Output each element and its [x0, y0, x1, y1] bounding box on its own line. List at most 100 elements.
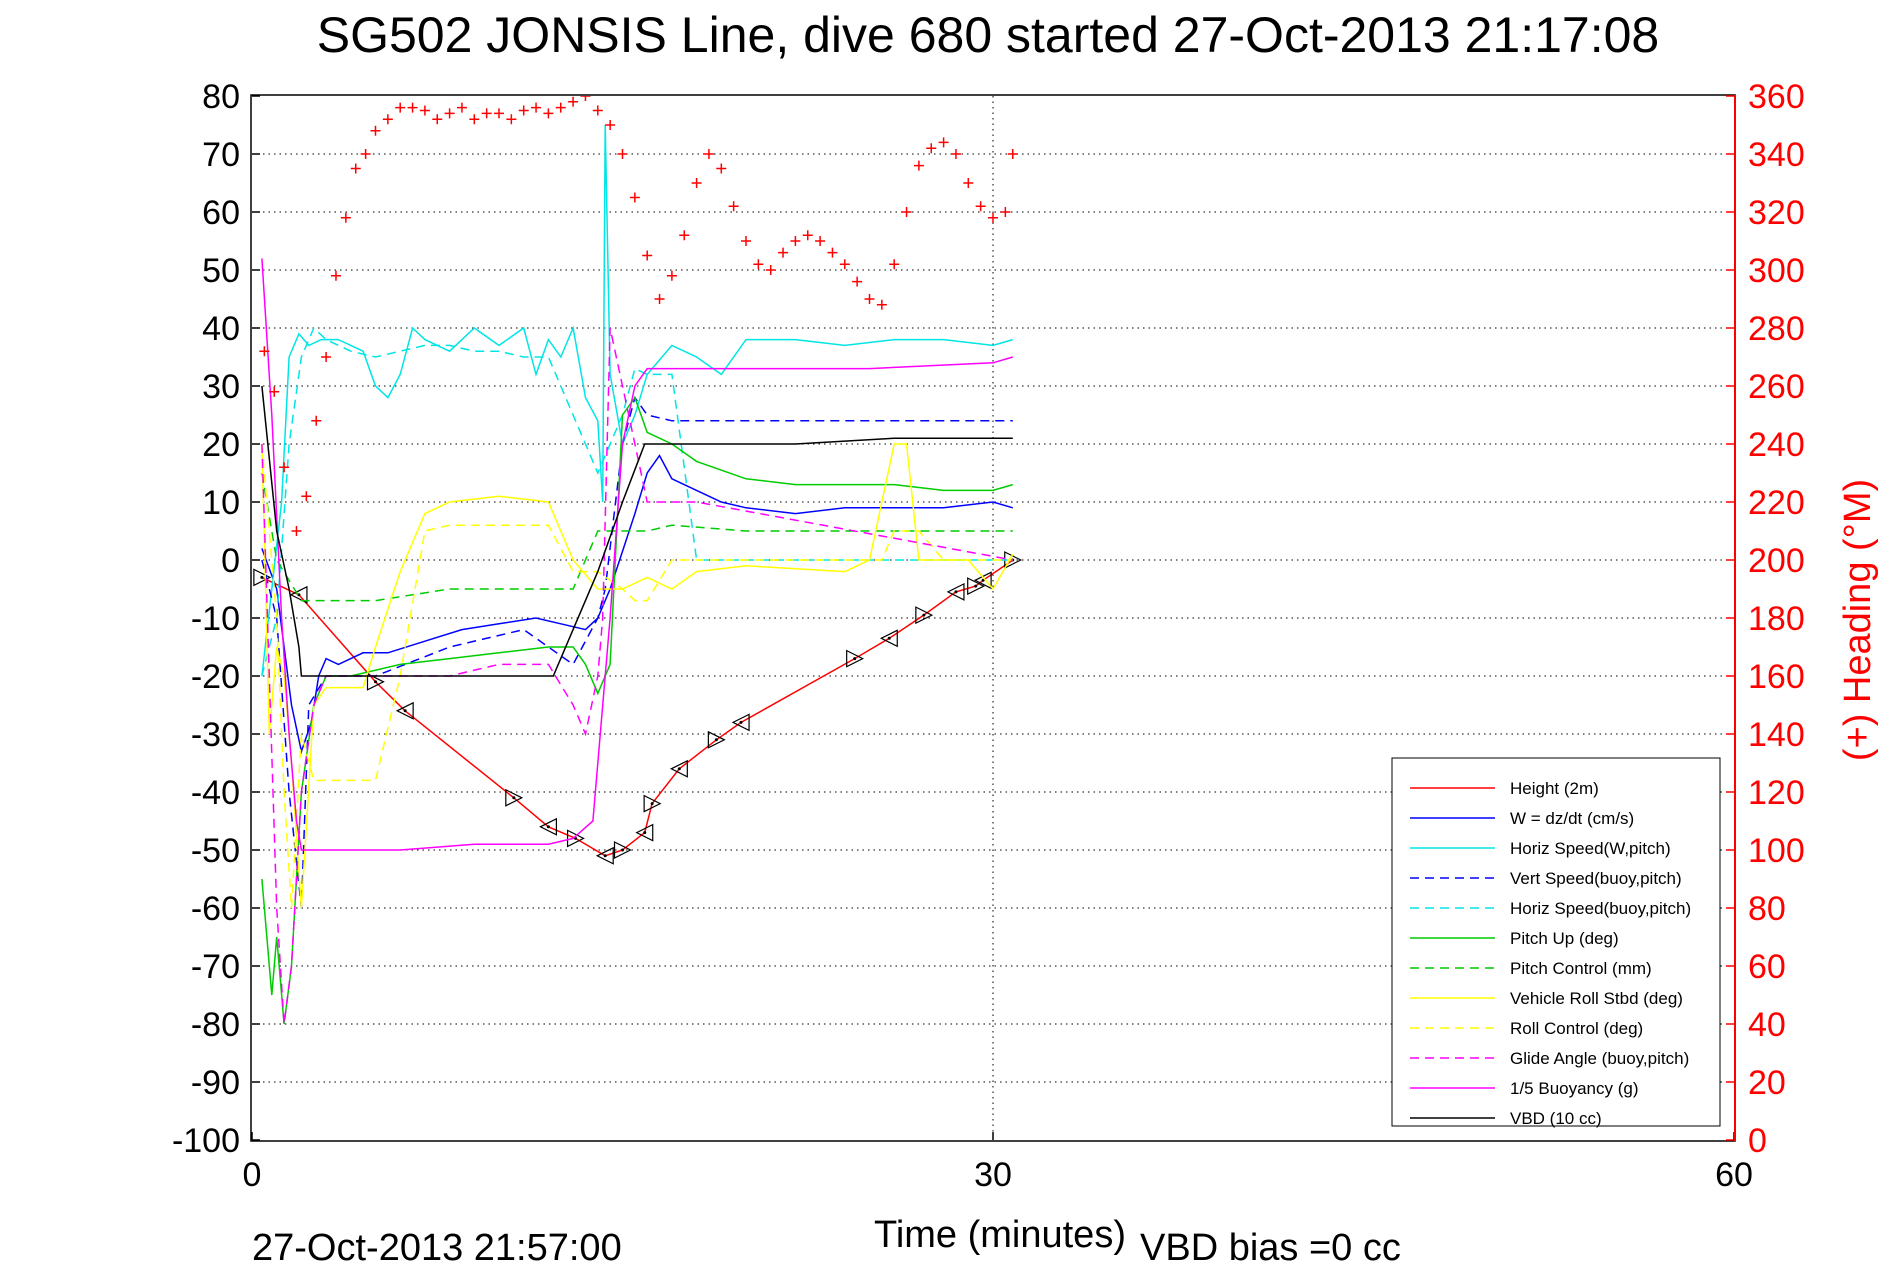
height-marker-dot [974, 584, 978, 588]
y-right-tick-label: 60 [1748, 948, 1786, 986]
y-tick-label: -10 [191, 600, 240, 638]
height-marker-dot [954, 590, 958, 594]
height-marker [946, 582, 965, 601]
height-marker-dot [643, 831, 647, 835]
heading-marker [311, 415, 322, 426]
height-marker [366, 672, 385, 691]
legend-entry-label: 1/5 Buoyancy (g) [1510, 1079, 1639, 1098]
x-tick-label: 30 [974, 1156, 1012, 1194]
height-marker [915, 606, 934, 625]
y-right-tick-label: 40 [1748, 1006, 1786, 1044]
x-tick-label: 0 [243, 1156, 262, 1194]
legend-entry-label: Roll Control (deg) [1510, 1019, 1643, 1038]
heading-marker [839, 259, 850, 270]
heading-marker [382, 114, 393, 125]
height-marker-dot [374, 680, 377, 684]
legend: Height (2m) W = dz/dt (cm/s) Horiz Speed(W… [1391, 757, 1721, 1128]
y-tick-label: -50 [191, 832, 240, 870]
series-layer [253, 96, 1023, 1025]
heading-marker [716, 163, 727, 174]
height-marker [539, 817, 557, 836]
heading-marker [617, 149, 628, 159]
y-right-tick-label: 20 [1748, 1064, 1786, 1102]
heading-marker [703, 149, 714, 159]
heading-marker [605, 120, 616, 130]
heading-marker [876, 299, 887, 310]
y-tick-label: 20 [202, 426, 240, 464]
series-heading [259, 96, 1018, 536]
right-axis-label: (+) Heading (°M) [1837, 479, 1879, 761]
series-line [261, 443, 1014, 909]
footer-vbd-bias: VBD bias =0 cc [1140, 1227, 1401, 1262]
height-marker [595, 846, 614, 865]
heading-marker [790, 236, 801, 246]
series-pitch-control-mm [261, 472, 1013, 602]
heading-marker [938, 137, 949, 148]
heading-marker [852, 276, 863, 287]
heading-marker [753, 259, 764, 270]
heading-marker [926, 143, 937, 154]
series-horiz-speed-w-pitch [261, 124, 1014, 677]
series-horiz-speed-buoy-pitch [261, 326, 1013, 677]
heading-marker [291, 526, 302, 536]
heading-marker [864, 294, 875, 304]
x-axis-label: Time (minutes) [874, 1214, 1126, 1256]
series-line [261, 124, 1014, 677]
heading-marker [432, 114, 443, 125]
heading-marker [1000, 207, 1011, 217]
y-right-tick-label: 180 [1748, 600, 1805, 638]
heading-marker [481, 108, 492, 119]
height-marker [879, 629, 898, 648]
y-tick-label: -60 [191, 890, 240, 928]
height-marker [967, 577, 986, 596]
heading-marker [827, 247, 838, 258]
heading-marker [815, 236, 826, 246]
heading-marker [301, 491, 312, 502]
height-marker [253, 568, 272, 587]
legend-entry-label: Horiz Speed(buoy,pitch) [1510, 899, 1691, 918]
series-glide-angle-buoy-pitch [261, 327, 1013, 1025]
heading-marker [691, 178, 702, 188]
height-marker [566, 829, 585, 848]
y-right-tick-label: 320 [1748, 194, 1805, 232]
y-tick-label: -30 [191, 716, 240, 754]
y-tick-label: -90 [191, 1064, 240, 1102]
y-right-tick-label: 240 [1748, 426, 1805, 464]
height-marker-dot [853, 657, 857, 661]
y-tick-label: -80 [191, 1006, 240, 1044]
heading-marker [531, 102, 542, 113]
y-right-tick-label: 100 [1748, 832, 1805, 870]
heading-marker [269, 386, 280, 397]
y-tick-label: -70 [191, 948, 240, 986]
heading-marker [395, 102, 406, 113]
y-right-tick-label: 300 [1748, 252, 1805, 290]
series-height-2m [253, 551, 1023, 865]
heading-marker [950, 149, 961, 159]
footer-timestamp: 27-Oct-2013 21:57:00 [252, 1227, 622, 1262]
x-tick-label: 60 [1715, 1156, 1753, 1194]
y-tick-label: -20 [191, 658, 240, 696]
heading-marker [543, 108, 554, 119]
y-tick-label: 60 [202, 194, 240, 232]
heading-marker [642, 250, 653, 261]
heading-marker [629, 192, 640, 203]
y-right-tick-label: 260 [1748, 368, 1805, 406]
heading-marker [456, 102, 467, 113]
heading-marker [765, 265, 776, 275]
heading-marker [555, 102, 566, 113]
legend-entry-label: W = dz/dt (cm/s) [1510, 809, 1634, 828]
y-right-tick-label: 360 [1748, 78, 1805, 116]
y-tick-label: 0 [221, 542, 240, 580]
heading-marker [666, 270, 677, 281]
heading-marker [518, 105, 529, 116]
y-tick-label: -100 [172, 1122, 240, 1160]
series-line [261, 326, 1013, 677]
y-right-tick-label: 140 [1748, 716, 1805, 754]
y-tick-label: 80 [202, 78, 240, 116]
heading-marker [963, 178, 974, 188]
y-right-tick-label: 120 [1748, 774, 1805, 812]
legend-entry-label: Glide Angle (buoy,pitch) [1510, 1049, 1689, 1068]
y-right-tick-label: 340 [1748, 136, 1805, 174]
series-roll-control-deg [261, 443, 1013, 909]
heading-marker [654, 294, 665, 304]
